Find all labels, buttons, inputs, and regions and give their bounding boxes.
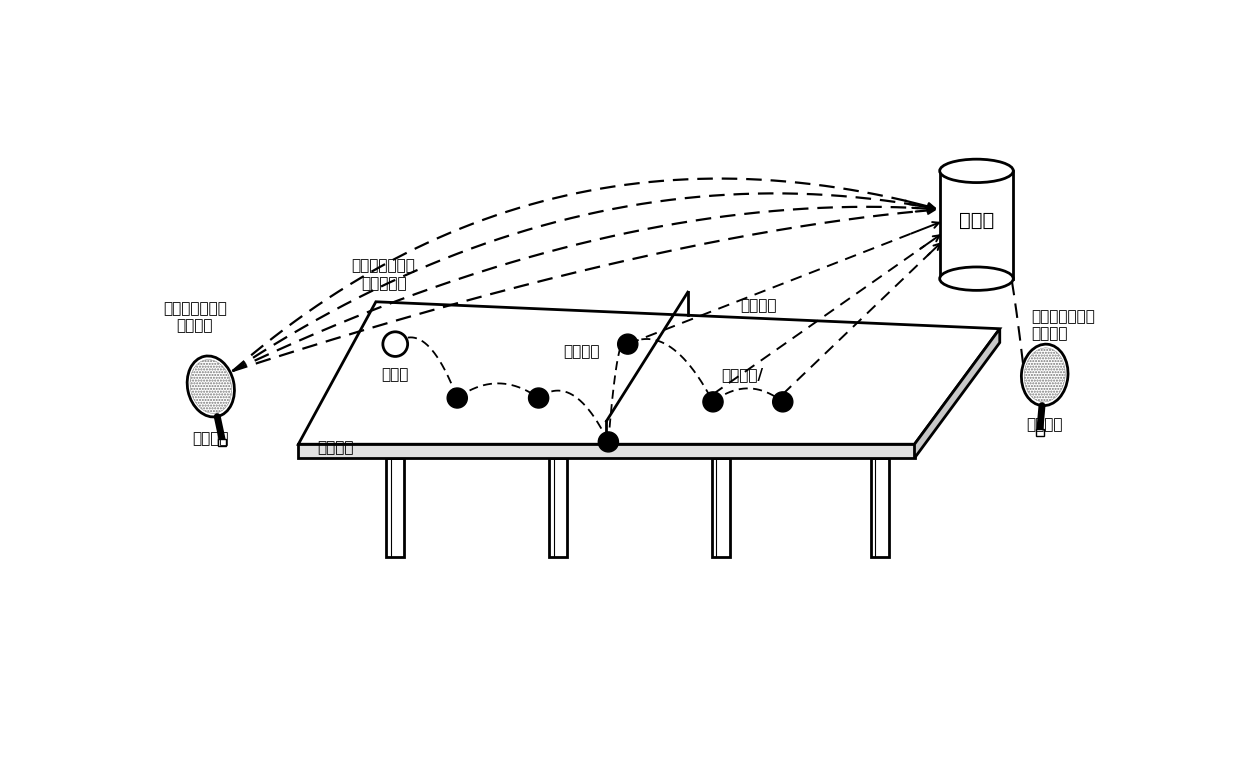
Ellipse shape [383, 332, 408, 356]
Text: 触感数据/: 触感数据/ [720, 368, 763, 382]
Text: 服务器: 服务器 [959, 211, 994, 230]
Ellipse shape [940, 159, 1013, 182]
Text: 乒乓球拍: 乒乓球拍 [192, 431, 229, 446]
Polygon shape [218, 439, 226, 446]
Ellipse shape [940, 267, 1013, 291]
Polygon shape [299, 444, 915, 458]
Ellipse shape [773, 392, 792, 412]
Polygon shape [549, 458, 567, 557]
Polygon shape [712, 458, 729, 557]
Ellipse shape [598, 432, 619, 452]
Ellipse shape [1022, 344, 1068, 406]
Text: 乒乓球网: 乒乓球网 [563, 344, 599, 359]
Text: 触感数据及陀螺
力矩数据: 触感数据及陀螺 力矩数据 [1030, 309, 1095, 341]
Polygon shape [387, 458, 404, 557]
Text: 乒乓球: 乒乓球 [382, 367, 409, 382]
Polygon shape [299, 302, 999, 444]
Polygon shape [915, 329, 999, 458]
Ellipse shape [618, 334, 637, 354]
Text: 陀螺力矩数据及
加速度数据: 陀螺力矩数据及 加速度数据 [352, 259, 415, 291]
Text: 触感数据及陀螺
力矩数据: 触感数据及陀螺 力矩数据 [162, 301, 227, 333]
Ellipse shape [703, 392, 723, 412]
Polygon shape [940, 171, 1013, 278]
Ellipse shape [448, 388, 467, 408]
Text: 乒乓球拍: 乒乓球拍 [1027, 417, 1063, 433]
Polygon shape [1037, 429, 1044, 436]
Polygon shape [870, 458, 889, 557]
Text: 乒乓球台: 乒乓球台 [317, 440, 355, 456]
Ellipse shape [528, 388, 549, 408]
Ellipse shape [187, 356, 234, 417]
Text: 触感数据: 触感数据 [740, 298, 776, 313]
